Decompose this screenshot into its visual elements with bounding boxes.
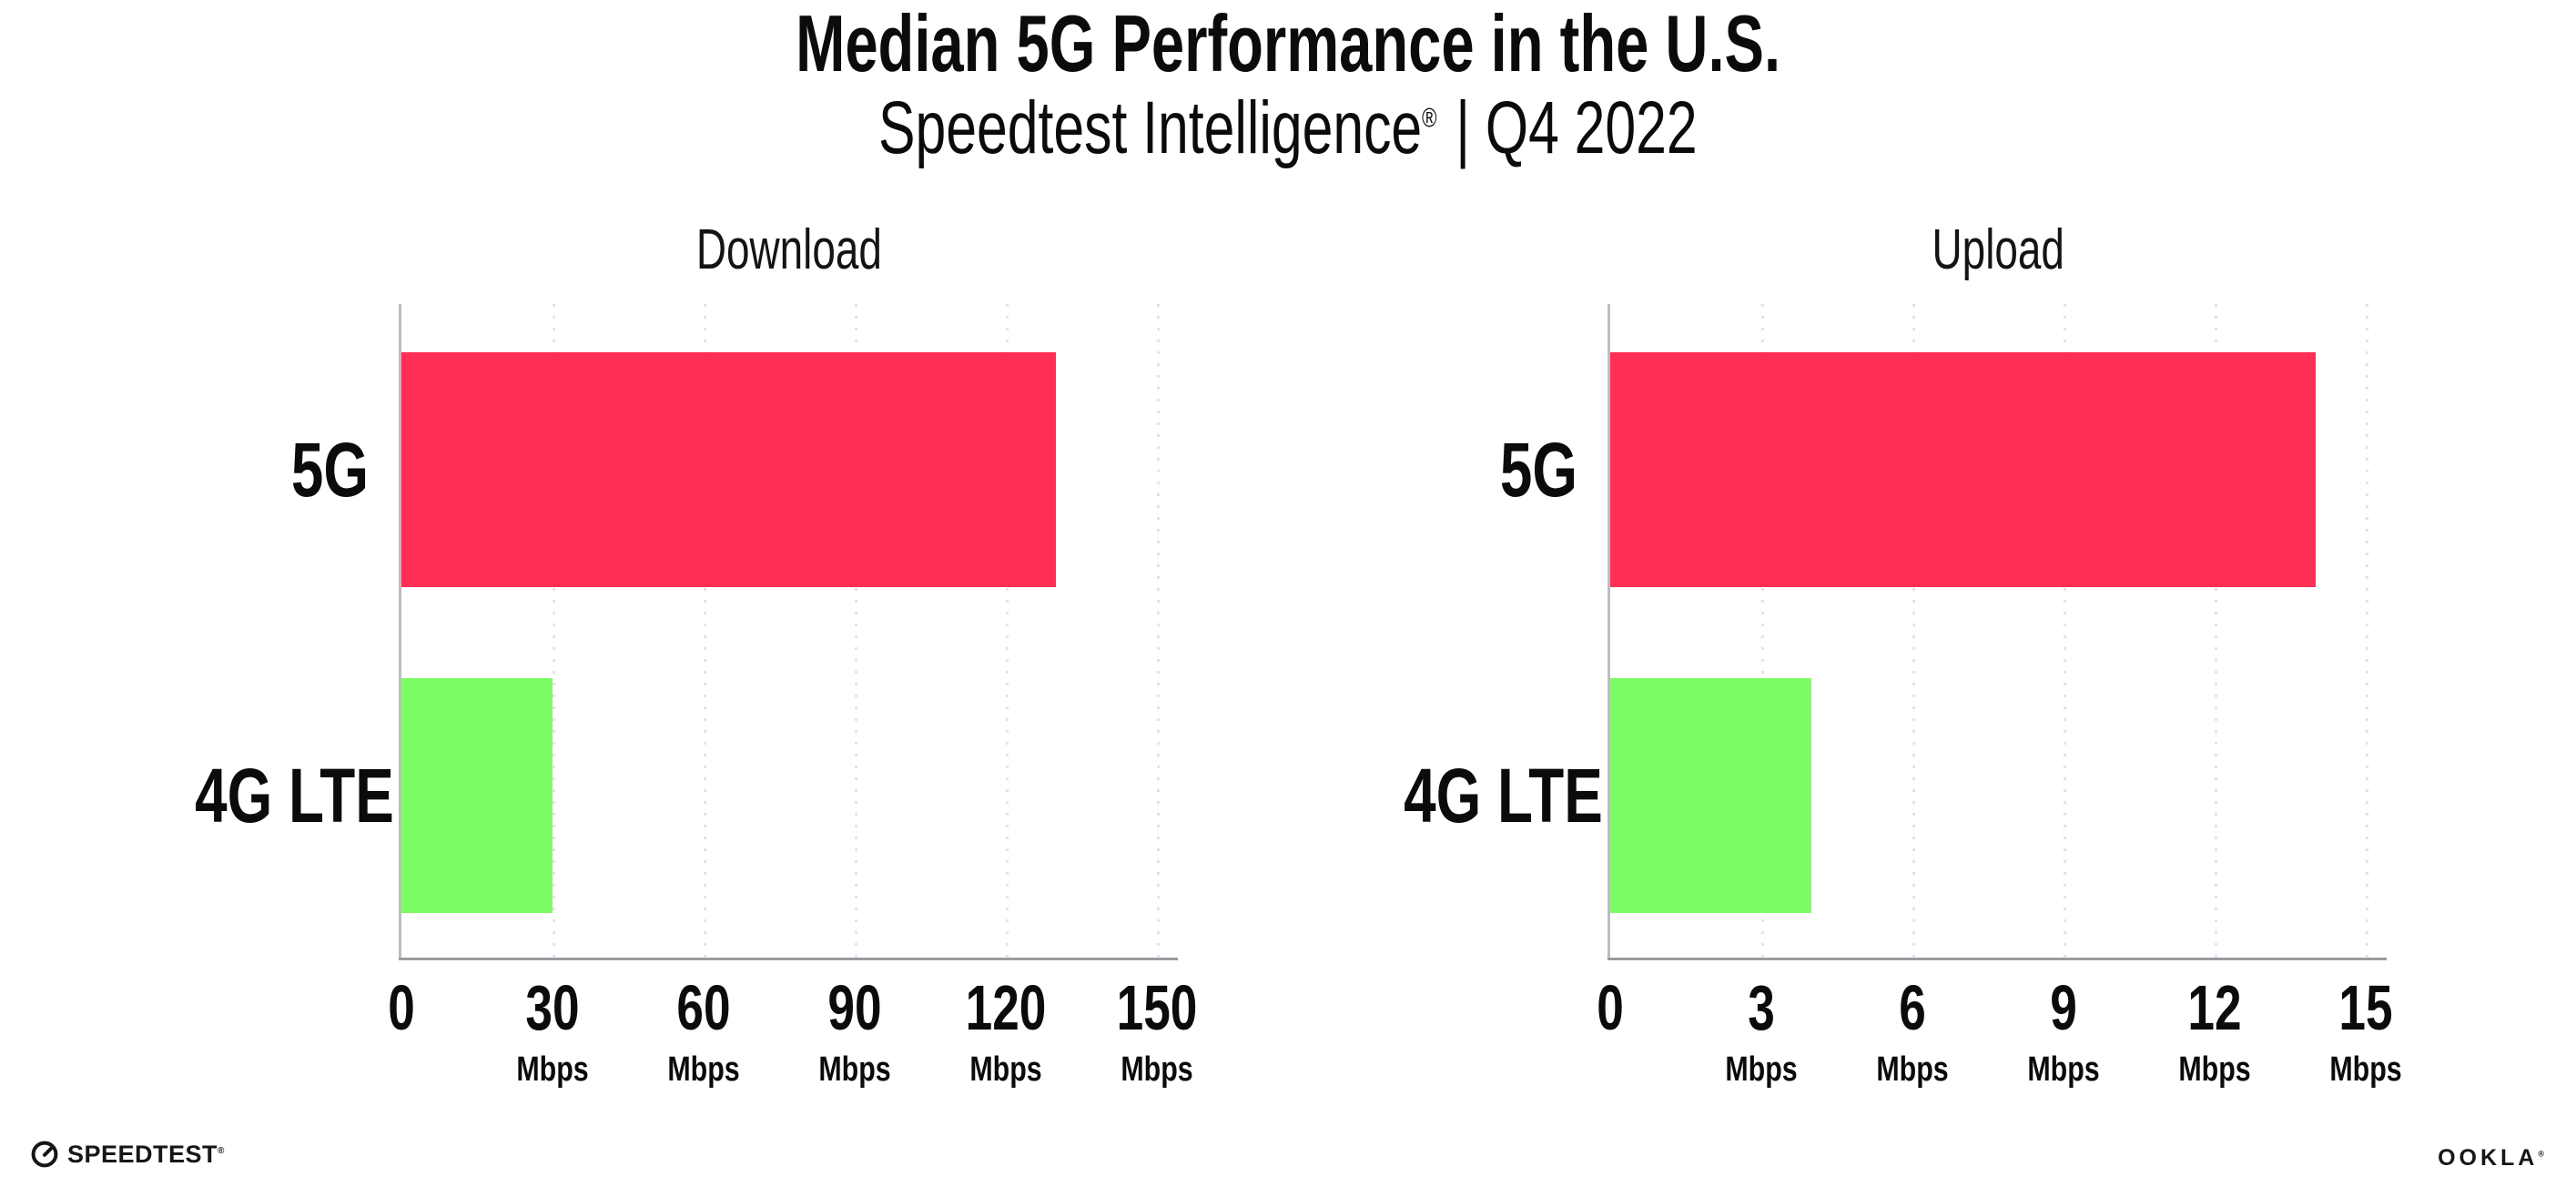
x-axis-spine bbox=[399, 958, 1178, 960]
tick-label: 9 bbox=[2050, 972, 2077, 1043]
tick-label: 3 bbox=[1748, 972, 1775, 1043]
unit-label: Mbps bbox=[516, 1050, 589, 1089]
bar-5g-download bbox=[401, 352, 1057, 587]
x-axis-ticks-download: 0 30 60 90 120 150 bbox=[388, 972, 1197, 1049]
gridline bbox=[1912, 304, 1915, 958]
page-subtitle: Speedtest Intelligence® | Q4 2022 bbox=[0, 91, 2576, 166]
unit-label: Mbps bbox=[2178, 1050, 2251, 1089]
gridline bbox=[553, 304, 555, 958]
speedtest-wordmark: SPEEDTEST® bbox=[67, 1140, 225, 1168]
gridline bbox=[2215, 304, 2217, 958]
unit-label: Mbps bbox=[667, 1050, 740, 1089]
x-axis-spine bbox=[1607, 958, 2387, 960]
bar-4g-lte-download bbox=[401, 678, 553, 913]
tick-label: 0 bbox=[1597, 972, 1624, 1043]
gridline bbox=[1006, 304, 1009, 958]
tick-label: 120 bbox=[965, 972, 1047, 1043]
gridline bbox=[704, 304, 706, 958]
subtitle-brand: Speedtest Intelligence bbox=[878, 86, 1423, 169]
unit-label: Mbps bbox=[1121, 1050, 1193, 1089]
plot-area-upload bbox=[1610, 304, 2368, 958]
tick-label: 12 bbox=[2187, 972, 2242, 1043]
speedtest-logo: SPEEDTEST® bbox=[30, 1140, 225, 1169]
unit-label: Mbps bbox=[2329, 1050, 2402, 1089]
category-label-5g: 5G bbox=[290, 427, 369, 512]
chart-title-upload: Upload bbox=[1932, 218, 2065, 281]
page-title: Median 5G Performance in the U.S. bbox=[0, 4, 2576, 84]
unit-label: Mbps bbox=[2027, 1050, 2100, 1089]
category-label-4g-lte: 4G LTE bbox=[195, 753, 394, 838]
unit-label: Mbps bbox=[818, 1050, 891, 1089]
category-label-4g-lte: 4G LTE bbox=[1404, 753, 1603, 838]
unit-label: Mbps bbox=[1725, 1050, 1798, 1089]
category-label-5g: 5G bbox=[1499, 427, 1577, 512]
page-subtitle-text: Speedtest Intelligence® | Q4 2022 bbox=[878, 91, 1698, 166]
unit-label: Mbps bbox=[969, 1050, 1042, 1089]
tick-label: 90 bbox=[827, 972, 882, 1043]
bar-4g-lte-upload bbox=[1610, 678, 1812, 913]
speedtest-gauge-icon bbox=[31, 1141, 58, 1168]
chart-title-download: Download bbox=[695, 218, 882, 281]
gridline bbox=[2064, 304, 2066, 958]
tick-label: 60 bbox=[676, 972, 731, 1043]
page-title-text: Median 5G Performance in the U.S. bbox=[796, 0, 1780, 88]
y-axis-spine bbox=[399, 304, 401, 960]
tick-label: 150 bbox=[1116, 972, 1198, 1043]
subtitle-quarter: | Q4 2022 bbox=[1455, 86, 1698, 169]
registered-mark: ® bbox=[2538, 1149, 2544, 1159]
gridline bbox=[1157, 304, 1160, 958]
registered-mark: ® bbox=[1422, 103, 1437, 134]
bar-5g-upload bbox=[1610, 352, 2316, 587]
unit-label: Mbps bbox=[1876, 1050, 1949, 1089]
registered-mark: ® bbox=[218, 1145, 225, 1156]
gridline bbox=[1761, 304, 1764, 958]
y-axis-spine bbox=[1607, 304, 1610, 960]
gridline bbox=[2366, 304, 2368, 958]
tick-label: 30 bbox=[525, 972, 580, 1043]
gridline bbox=[855, 304, 857, 958]
tick-label: 0 bbox=[388, 972, 415, 1043]
x-axis-ticks-upload: 0 3 6 9 12 15 bbox=[1597, 972, 2392, 1049]
plot-area-download bbox=[401, 304, 1160, 958]
x-axis-units-download: Mbps Mbps Mbps Mbps Mbps bbox=[401, 1050, 1192, 1125]
ookla-wordmark: OOKLA® bbox=[2438, 1145, 2544, 1171]
tick-label: 6 bbox=[1899, 972, 1926, 1043]
x-axis-units-upload: Mbps Mbps Mbps Mbps Mbps bbox=[1610, 1050, 2401, 1125]
tick-label: 15 bbox=[2338, 972, 2393, 1043]
